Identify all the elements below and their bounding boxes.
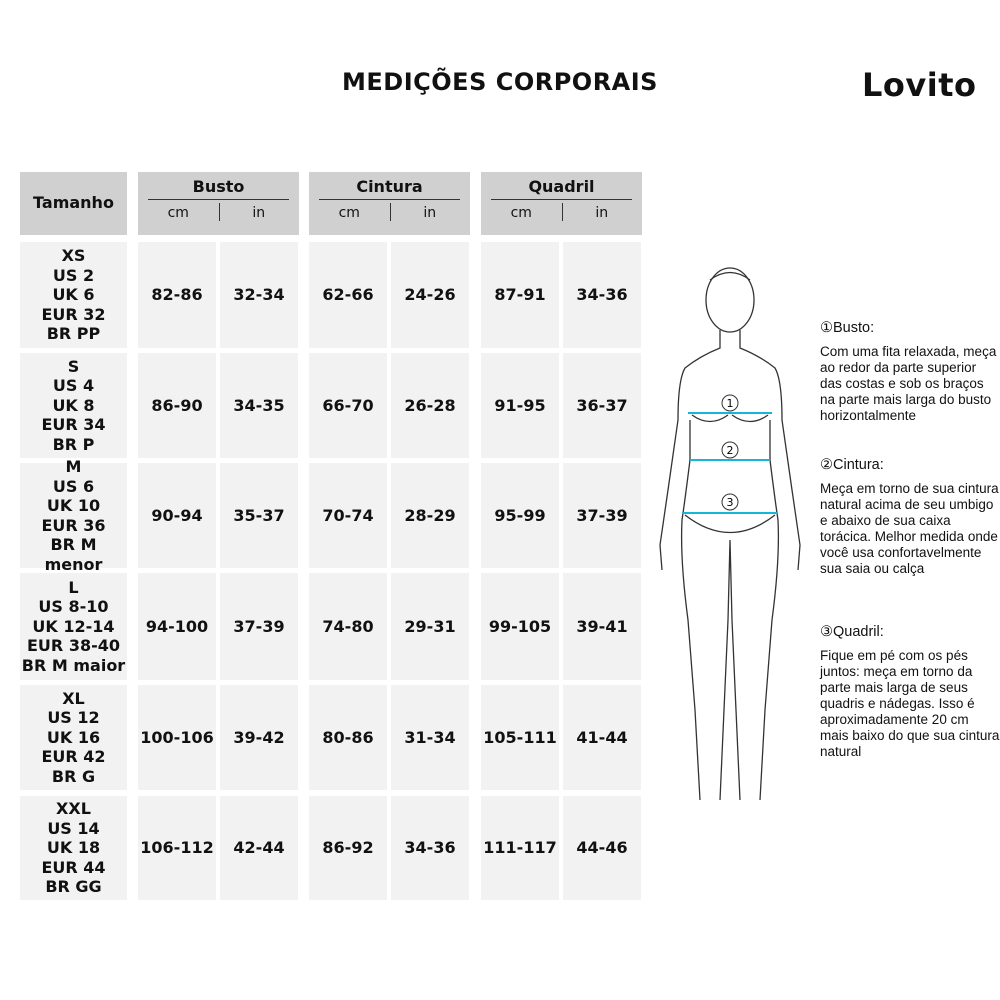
measurement-cell: 90-94 — [138, 463, 216, 568]
measurement-cell: 105-111 — [481, 685, 559, 790]
unit-cm: cm — [167, 205, 189, 221]
header-group-cintura: Cintura cm in — [309, 172, 470, 235]
header-group-label: Busto — [192, 177, 245, 196]
measurement-cell: 29-31 — [391, 573, 469, 680]
divider — [389, 203, 391, 221]
measurement-cell: 41-44 — [563, 685, 641, 790]
measurement-cell: 35-37 — [220, 463, 298, 568]
measurement-cell: 24-26 — [391, 242, 469, 348]
unit-cm: cm — [338, 205, 360, 221]
page-title: MEDIÇÕES CORPORAIS — [342, 68, 658, 96]
instruction-heading: ③Quadril: — [820, 624, 884, 640]
measurement-cell: 42-44 — [220, 796, 298, 900]
unit-in: in — [252, 205, 266, 221]
header-group-quadril: Quadril cm in — [481, 172, 642, 235]
header-size: Tamanho — [20, 172, 127, 235]
measurement-cell: 66-70 — [309, 353, 387, 458]
header-size-label: Tamanho — [33, 193, 114, 212]
divider — [218, 203, 220, 221]
size-cell: XS US 2 UK 6 EUR 32 BR PP — [20, 242, 127, 348]
measurement-cell: 39-42 — [220, 685, 298, 790]
instruction-heading: ①Busto: — [820, 320, 875, 336]
measurement-cell: 82-86 — [138, 242, 216, 348]
size-cell: L US 8-10 UK 12-14 EUR 38-40 BR M maior — [20, 573, 127, 680]
header-group-label: Cintura — [356, 177, 423, 196]
measurement-cell: 39-41 — [563, 573, 641, 680]
measurement-cell: 62-66 — [309, 242, 387, 348]
body-figure: 1 2 3 — [659, 267, 801, 801]
unit-cm: cm — [510, 205, 532, 221]
header-group-busto: Busto cm in — [138, 172, 299, 235]
instruction-heading: ②Cintura: — [820, 457, 884, 473]
measurement-cell: 31-34 — [391, 685, 469, 790]
measurement-cell: 86-90 — [138, 353, 216, 458]
size-cell: S US 4 UK 8 EUR 34 BR P — [20, 353, 127, 458]
measurement-cell: 87-91 — [481, 242, 559, 348]
measurement-cell: 34-35 — [220, 353, 298, 458]
measurement-cell: 34-36 — [391, 796, 469, 900]
brand-logo: Lovito — [862, 66, 977, 104]
measurement-cell: 32-34 — [220, 242, 298, 348]
size-cell: XXL US 14 UK 18 EUR 44 BR GG — [20, 796, 127, 900]
unit-in: in — [423, 205, 437, 221]
measurement-cell: 37-39 — [563, 463, 641, 568]
measurement-cell: 100-106 — [138, 685, 216, 790]
instruction-waist: ②Cintura: Meça em torno de sua cintura n… — [820, 457, 1000, 577]
measurement-cell: 34-36 — [563, 242, 641, 348]
measurement-cell: 111-117 — [481, 796, 559, 900]
instruction-text: Fique em pé com os pés juntos: meça em t… — [820, 648, 1000, 759]
measurement-cell: 44-46 — [563, 796, 641, 900]
measurement-cell: 28-29 — [391, 463, 469, 568]
instruction-bust: ①Busto: Com uma fita relaxada, meça ao r… — [820, 320, 1000, 424]
measurement-cell: 91-95 — [481, 353, 559, 458]
measurement-cell: 37-39 — [220, 573, 298, 680]
measurement-cell: 94-100 — [138, 573, 216, 680]
measurement-cell: 36-37 — [563, 353, 641, 458]
measurement-cell: 95-99 — [481, 463, 559, 568]
divider — [148, 199, 289, 200]
measurement-cell: 86-92 — [309, 796, 387, 900]
measurement-cell: 99-105 — [481, 573, 559, 680]
size-cell: M US 6 UK 10 EUR 36 BR M menor — [20, 457, 127, 574]
measurement-cell: 80-86 — [309, 685, 387, 790]
measurement-lines — [682, 412, 778, 514]
measurement-cell: 70-74 — [309, 463, 387, 568]
divider — [491, 199, 632, 200]
instruction-text: Com uma fita relaxada, meça ao redor da … — [820, 344, 997, 423]
divider — [319, 199, 460, 200]
unit-in: in — [595, 205, 609, 221]
header-group-label: Quadril — [528, 177, 595, 196]
divider — [561, 203, 563, 221]
measurement-cell: 26-28 — [391, 353, 469, 458]
instruction-hip: ③Quadril: Fique em pé com os pés juntos:… — [820, 624, 1000, 760]
marker-3: 3 — [727, 496, 734, 509]
instruction-text: Meça em torno de sua cintura natural aci… — [820, 481, 999, 576]
size-cell: XL US 12 UK 16 EUR 42 BR G — [20, 685, 127, 790]
measurement-cell: 106-112 — [138, 796, 216, 900]
measurement-cell: 74-80 — [309, 573, 387, 680]
marker-2: 2 — [727, 444, 734, 457]
marker-1: 1 — [727, 397, 734, 410]
